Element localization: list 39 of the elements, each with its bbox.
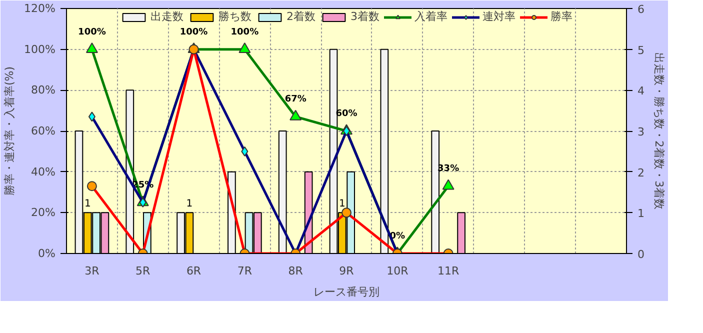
y-tick-label: 80%: [31, 84, 56, 97]
legend-label: 3着数: [350, 9, 380, 24]
x-tick-label: 5R: [136, 264, 151, 278]
y-tick-label: 100%: [24, 42, 56, 56]
legend-label: 2着数: [286, 9, 316, 24]
y2-tick-label: 0: [638, 248, 644, 261]
x-tick-label: 9R: [339, 264, 354, 278]
legend-label: 入着率: [414, 9, 448, 24]
data-label: 67%: [284, 94, 306, 105]
legend-label: 勝率: [550, 9, 572, 24]
y2-tick-label: 4: [638, 84, 644, 98]
y-tick-label: 40%: [31, 165, 56, 178]
data-label: 100%: [230, 27, 259, 38]
x-tick-label: 8R: [288, 264, 304, 278]
y2-axis-title: 出走数・勝ち数・2着数・3着数: [652, 52, 666, 210]
x-axis-title: レース番号別: [314, 286, 380, 298]
y-axis-title: 勝率・連対率・入着率(%): [3, 66, 16, 196]
x-tick-label: 6R: [186, 264, 202, 278]
x-tick-label: 11R: [438, 264, 460, 278]
data-label: 100%: [180, 27, 208, 38]
x-tick-label: 7R: [237, 264, 252, 278]
y2-tick-label: 2: [638, 166, 644, 180]
y-tick-label: 120%: [24, 2, 56, 15]
x-tick-label: 10R: [386, 264, 409, 278]
legend-label: 出走数: [150, 9, 184, 24]
y-tick-label: 0%: [38, 247, 56, 260]
legend-label: 連対率: [482, 9, 516, 24]
y2-tick-label: 1: [638, 207, 644, 220]
legend-label: 勝ち数: [218, 9, 252, 24]
y2-tick-label: 5: [638, 44, 644, 57]
data-label: 100%: [78, 27, 106, 38]
y-tick-label: 20%: [31, 206, 56, 220]
data-label: 1: [186, 198, 193, 210]
y-tick-label: 60%: [31, 124, 56, 138]
data-label: 1: [338, 198, 346, 210]
x-tick-label: 3R: [84, 264, 100, 278]
data-label: 1: [84, 198, 91, 210]
y2-tick-label: 6: [638, 3, 644, 16]
y2-tick-label: 3: [638, 126, 644, 138]
